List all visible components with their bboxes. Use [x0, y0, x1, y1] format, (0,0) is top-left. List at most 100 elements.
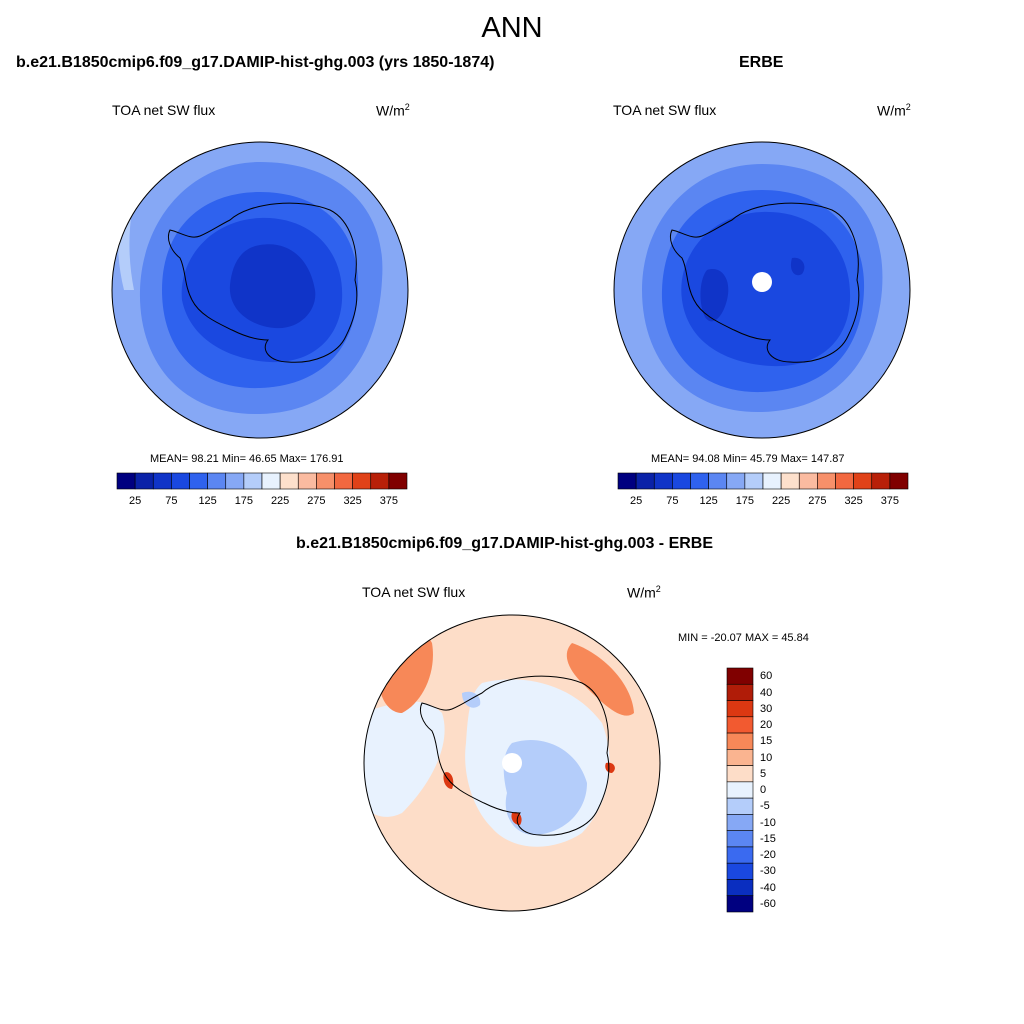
diff-colorbar-swatch — [726, 700, 754, 718]
model-colorbar-tick: 25 — [129, 495, 142, 507]
diff-colorbar-tick: 40 — [760, 686, 773, 699]
obs-case-title: ERBE — [739, 54, 784, 71]
model-colorbar-swatch — [116, 472, 136, 490]
diff-pole-hole — [502, 753, 522, 773]
diff-positive-ne — [566, 643, 634, 716]
model-map-border — [111, 141, 409, 439]
model-antarctica-coastline — [167, 202, 358, 363]
model-colorbar-tick: 375 — [379, 495, 399, 507]
model-colorbar-swatch — [316, 472, 335, 490]
diff-colorbar-swatch — [726, 814, 754, 831]
obs-antarctica-coastline — [669, 202, 860, 363]
obs-colorbar-tick: 225 — [771, 495, 791, 507]
obs-colorbar-swatch — [744, 472, 764, 490]
diff-colorbar-swatch — [726, 781, 754, 799]
obs-colorbar-swatch — [617, 472, 637, 490]
diff-colorbar-tick: -10 — [760, 816, 776, 829]
diff-polar-map — [363, 614, 661, 912]
obs-colorbar-swatch — [726, 472, 746, 490]
model-colorbar — [116, 472, 408, 490]
diff-colorbar-tick: -30 — [760, 865, 776, 878]
model-colorbar-tick: 175 — [234, 495, 254, 507]
figure-title: ANN — [481, 12, 543, 44]
model-colorbar-swatch — [225, 472, 245, 490]
model-colorbar-swatch — [261, 472, 281, 490]
obs-colorbar-swatch — [653, 472, 673, 490]
model-colorbar-swatch — [297, 472, 317, 490]
obs-colorbar-swatch — [798, 472, 818, 490]
diff-colorbar-tick: 0 — [760, 784, 767, 797]
diff-positive-spot-3 — [605, 762, 615, 773]
model-variable-label: TOA net SW flux — [112, 102, 216, 118]
model-colorbar-tick: 125 — [198, 495, 217, 507]
diff-colorbar-tick: -20 — [760, 849, 776, 862]
obs-polar-map — [613, 141, 911, 439]
model-colorbar-swatch — [370, 472, 390, 490]
model-colorbar-swatch — [171, 472, 190, 490]
model-colorbar-swatch — [352, 472, 372, 490]
model-colorbar-swatch — [152, 472, 172, 490]
obs-colorbar-swatch — [690, 472, 709, 490]
diff-colorbar-tick: -40 — [760, 881, 776, 894]
obs-colorbar-swatch — [835, 472, 854, 490]
obs-colorbar-tick: 25 — [630, 495, 643, 507]
obs-colorbar-swatch — [853, 472, 873, 490]
obs-colorbar-swatch — [889, 472, 909, 490]
model-polar-map — [111, 141, 409, 439]
diff-colorbar-swatch — [726, 879, 754, 897]
obs-colorbar-tick: 275 — [808, 495, 827, 507]
diff-units-label: W/m2 — [627, 584, 661, 601]
diff-colorbar-tick: -5 — [760, 800, 770, 813]
model-colorbar-swatch — [207, 472, 227, 490]
diff-colorbar-tick: 60 — [760, 670, 773, 683]
obs-dark-patch — [700, 269, 729, 322]
model-case-title: b.e21.B1850cmip6.f09_g17.DAMIP-hist-ghg.… — [16, 54, 495, 71]
model-colorbar-swatch — [134, 472, 154, 490]
model-colorbar-swatch — [243, 472, 263, 490]
model-colorbar-tick: 225 — [270, 495, 290, 507]
obs-colorbar-swatch — [780, 472, 800, 490]
diff-colorbar-tick: 20 — [760, 719, 773, 732]
diff-colorbar-swatch — [726, 797, 754, 815]
obs-colorbar-tick: 325 — [844, 495, 863, 507]
diff-colorbar-swatch — [726, 716, 754, 734]
obs-colorbar-swatch — [871, 472, 891, 490]
diff-colorbar-swatch — [726, 830, 754, 848]
diff-colorbar — [726, 667, 754, 913]
diff-antarctica-coastline — [419, 675, 610, 836]
diff-colorbar-swatch — [726, 895, 754, 913]
diff-case-title: b.e21.B1850cmip6.f09_g17.DAMIP-hist-ghg.… — [296, 535, 714, 552]
diff-colorbar-swatch — [726, 749, 754, 766]
obs-map-border — [613, 141, 911, 439]
diff-colorbar-tick: 15 — [760, 735, 773, 748]
model-stats: MEAN= 98.21 Min= 46.65 Max= 176.91 — [150, 453, 344, 465]
model-units-label: W/m2 — [376, 102, 410, 119]
obs-stats: MEAN= 94.08 Min= 45.79 Max= 147.87 — [651, 453, 845, 465]
diff-positive-spot-2 — [511, 812, 522, 825]
obs-colorbar — [617, 472, 909, 490]
obs-colorbar-swatch — [708, 472, 728, 490]
diff-colorbar-swatch — [726, 683, 754, 701]
diff-variable-label: TOA net SW flux — [362, 584, 466, 600]
obs-colorbar-swatch — [762, 472, 782, 490]
obs-colorbar-tick: 75 — [666, 495, 679, 507]
diff-colorbar-swatch — [726, 667, 754, 685]
diff-colorbar-swatch — [726, 862, 754, 880]
model-darkest-core — [229, 244, 316, 329]
model-colorbar-tick: 75 — [165, 495, 178, 507]
diff-map-border — [363, 614, 661, 912]
model-colorbar-swatch — [388, 472, 408, 490]
obs-colorbar-swatch — [817, 472, 836, 490]
diff-colorbar-tick: 10 — [760, 751, 773, 764]
obs-colorbar-tick: 175 — [735, 495, 755, 507]
diff-neutral-west — [364, 701, 445, 817]
obs-colorbar-tick: 375 — [880, 495, 900, 507]
diff-colorbar-tick: 5 — [760, 767, 767, 780]
diff-stats: MIN = -20.07 MAX = 45.84 — [678, 632, 809, 644]
diff-colorbar-swatch — [726, 732, 754, 750]
diff-negative-patch — [462, 691, 481, 708]
obs-colorbar-tick: 125 — [699, 495, 718, 507]
obs-pole-hole — [752, 272, 772, 292]
obs-variable-label: TOA net SW flux — [613, 102, 717, 118]
diff-colorbar-tick: 30 — [760, 702, 773, 715]
